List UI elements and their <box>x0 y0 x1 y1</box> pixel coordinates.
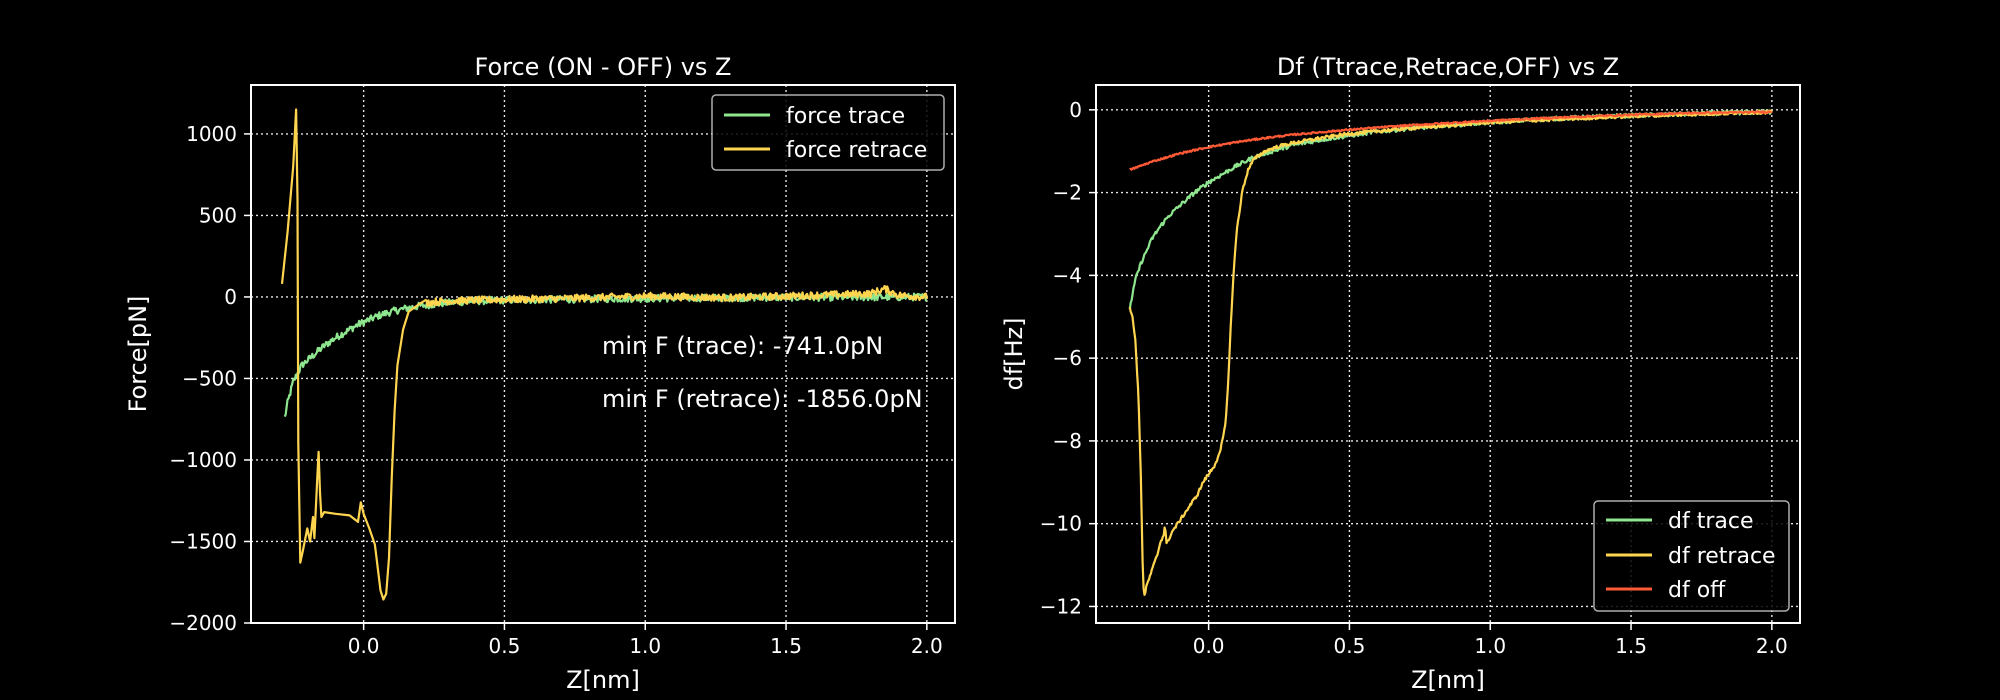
df-chart-title: Df (Ttrace,Retrace,OFF) vs Z <box>1277 53 1619 81</box>
df-chart-xlabel: Z[nm] <box>1411 666 1485 694</box>
df-chart-legend: df trace df retrace df off <box>1593 500 1790 612</box>
df-y-tick-label: −12 <box>1040 594 1082 618</box>
df-y-tick-label: −4 <box>1053 263 1082 287</box>
force-chart-ylabel: Force[pN] <box>124 296 152 413</box>
force-y-tick-label: −2000 <box>169 611 237 635</box>
df-chart: Df (Ttrace,Retrace,OFF) vs Z 0.0 0.5 1.0 1.… <box>1000 53 1801 694</box>
force-y-tick-label: −1000 <box>169 448 237 472</box>
force-y-tick-label: 1000 <box>186 122 237 146</box>
force-chart-legend: force trace force retrace <box>711 94 945 171</box>
df-y-tick-label: −10 <box>1040 512 1082 536</box>
force-x-tick-label: 0.5 <box>489 634 521 658</box>
force-x-tick-label: 0.0 <box>348 634 380 658</box>
df-chart-grid <box>1096 85 1800 623</box>
df-trace-legend-label: df trace <box>1668 509 1754 534</box>
df-x-tick-label: 0.5 <box>1334 634 1366 658</box>
df-retrace-legend-label: df retrace <box>1668 544 1776 569</box>
df-y-tick-label: −8 <box>1053 429 1082 453</box>
force-y-tick-label: 500 <box>199 203 237 227</box>
df-off-line <box>1129 110 1773 171</box>
df-x-tick-label: 1.5 <box>1615 634 1647 658</box>
df-legend-box <box>1593 500 1790 612</box>
force-y-tick-label: −500 <box>182 366 237 390</box>
min-force-retrace-annotation: min F (retrace): -1856.0pN <box>602 385 923 413</box>
force-x-tick-label: 1.5 <box>770 634 802 658</box>
df-chart-frame <box>1095 84 1801 624</box>
df-retrace-line <box>1128 109 1773 596</box>
force-x-tick-label: 2.0 <box>911 634 943 658</box>
df-chart-series <box>1128 109 1773 596</box>
df-y-tick-label: 0 <box>1069 98 1082 122</box>
force-y-tick-label: 0 <box>224 285 237 309</box>
min-force-trace-annotation: min F (trace): -741.0pN <box>602 332 883 360</box>
force-retrace-line <box>280 108 928 601</box>
df-x-tick-label: 0.0 <box>1193 634 1225 658</box>
force-chart-ticks: 0.0 0.5 1.0 1.5 2.0 −2000 −1500 −1000 −500 0 500 10… <box>169 122 942 658</box>
force-y-tick-label: −1500 <box>169 529 237 553</box>
df-off-legend-label: df off <box>1668 578 1726 603</box>
df-x-tick-label: 1.0 <box>1474 634 1506 658</box>
df-y-tick-label: −6 <box>1053 346 1082 370</box>
force-chart-frame <box>250 84 956 624</box>
force-chart-xlabel: Z[nm] <box>566 666 640 694</box>
force-chart: Force (ON - OFF) vs Z 0.0 0.5 1.0 1.5 2.0 −20… <box>124 53 956 694</box>
force-chart-series <box>280 108 928 601</box>
df-chart-ticks: 0.0 0.5 1.0 1.5 2.0 −12 −10 −8 −6 −4 −2 0 <box>1040 98 1788 658</box>
df-y-tick-label: −2 <box>1053 181 1082 205</box>
df-chart-ylabel: df[Hz] <box>1000 317 1028 390</box>
force-chart-title: Force (ON - OFF) vs Z <box>475 53 732 81</box>
df-x-tick-label: 2.0 <box>1756 634 1788 658</box>
force-trace-legend-label: force trace <box>786 104 905 129</box>
force-retrace-legend-label: force retrace <box>786 138 927 163</box>
force-x-tick-label: 1.0 <box>629 634 661 658</box>
